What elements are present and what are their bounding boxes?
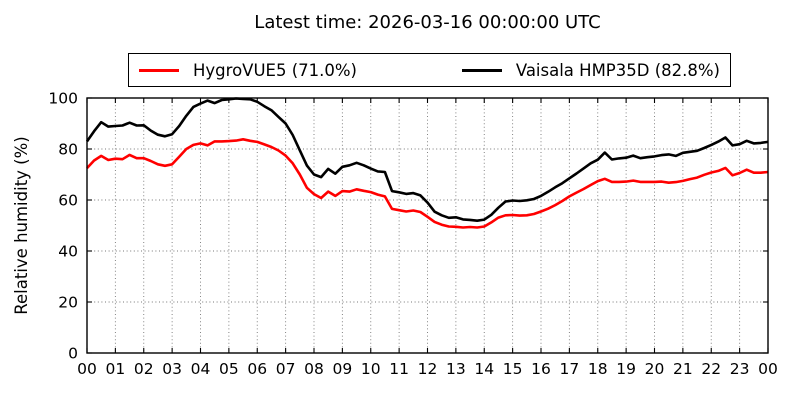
x-tick-label: 11 (389, 360, 409, 378)
x-tick-label: 17 (560, 360, 580, 378)
x-tick-label: 08 (304, 360, 324, 378)
legend-line-sample-black (461, 68, 502, 72)
series-line-hygrovue5 (86, 138, 769, 229)
y-tick-label: 80 (58, 141, 78, 159)
legend-line-sample-red (139, 68, 179, 72)
x-tick-label: 23 (730, 360, 750, 378)
x-tick-label: 22 (701, 360, 721, 378)
legend-entry-vaisala: Vaisala HMP35D (82.8%) (461, 60, 720, 80)
legend-label-vaisala: Vaisala HMP35D (82.8%) (515, 60, 720, 80)
y-tick-label: 20 (58, 294, 78, 312)
x-tick-label: 15 (503, 360, 523, 378)
x-tick-label: 13 (446, 360, 466, 378)
x-tick-label: 06 (247, 360, 267, 378)
series-line-vaisala-hmp35d (85, 97, 769, 222)
chart-title: Latest time: 2026-03-16 00:00:00 UTC (254, 12, 601, 33)
plot-frame (86, 97, 769, 354)
x-tick-label: 16 (531, 360, 551, 378)
x-tick-label: 18 (588, 360, 608, 378)
x-tick-label: 12 (418, 360, 438, 378)
y-tick-label: 60 (58, 192, 78, 210)
chart-legend: HygroVUE5 (71.0%) Vaisala HMP35D (82.8%) (128, 53, 731, 87)
x-tick-label: 04 (191, 360, 211, 378)
y-tick-label: 0 (68, 345, 78, 363)
x-tick-label: 02 (134, 360, 154, 378)
x-tick-label: 00 (758, 360, 778, 378)
x-tick-label: 00 (77, 360, 97, 378)
legend-entry-hygrovue5: HygroVUE5 (71.0%) (139, 61, 357, 80)
y-tick-label: 40 (58, 243, 78, 261)
x-tick-label: 14 (474, 360, 494, 378)
y-axis-label: Relative humidity (%) (12, 136, 31, 314)
x-tick-label: 01 (106, 360, 126, 378)
x-tick-label: 10 (361, 360, 381, 378)
x-tick-label: 05 (219, 360, 239, 378)
x-tick-label: 09 (333, 360, 353, 378)
x-tick-label: 20 (645, 360, 665, 378)
x-tick-label: 07 (276, 360, 296, 378)
x-tick-label: 19 (616, 360, 636, 378)
x-tick-label: 03 (162, 360, 182, 378)
legend-label-hygrovue5: HygroVUE5 (71.0%) (193, 60, 357, 80)
x-tick-label: 21 (673, 360, 693, 378)
y-tick-label: 100 (48, 90, 78, 108)
